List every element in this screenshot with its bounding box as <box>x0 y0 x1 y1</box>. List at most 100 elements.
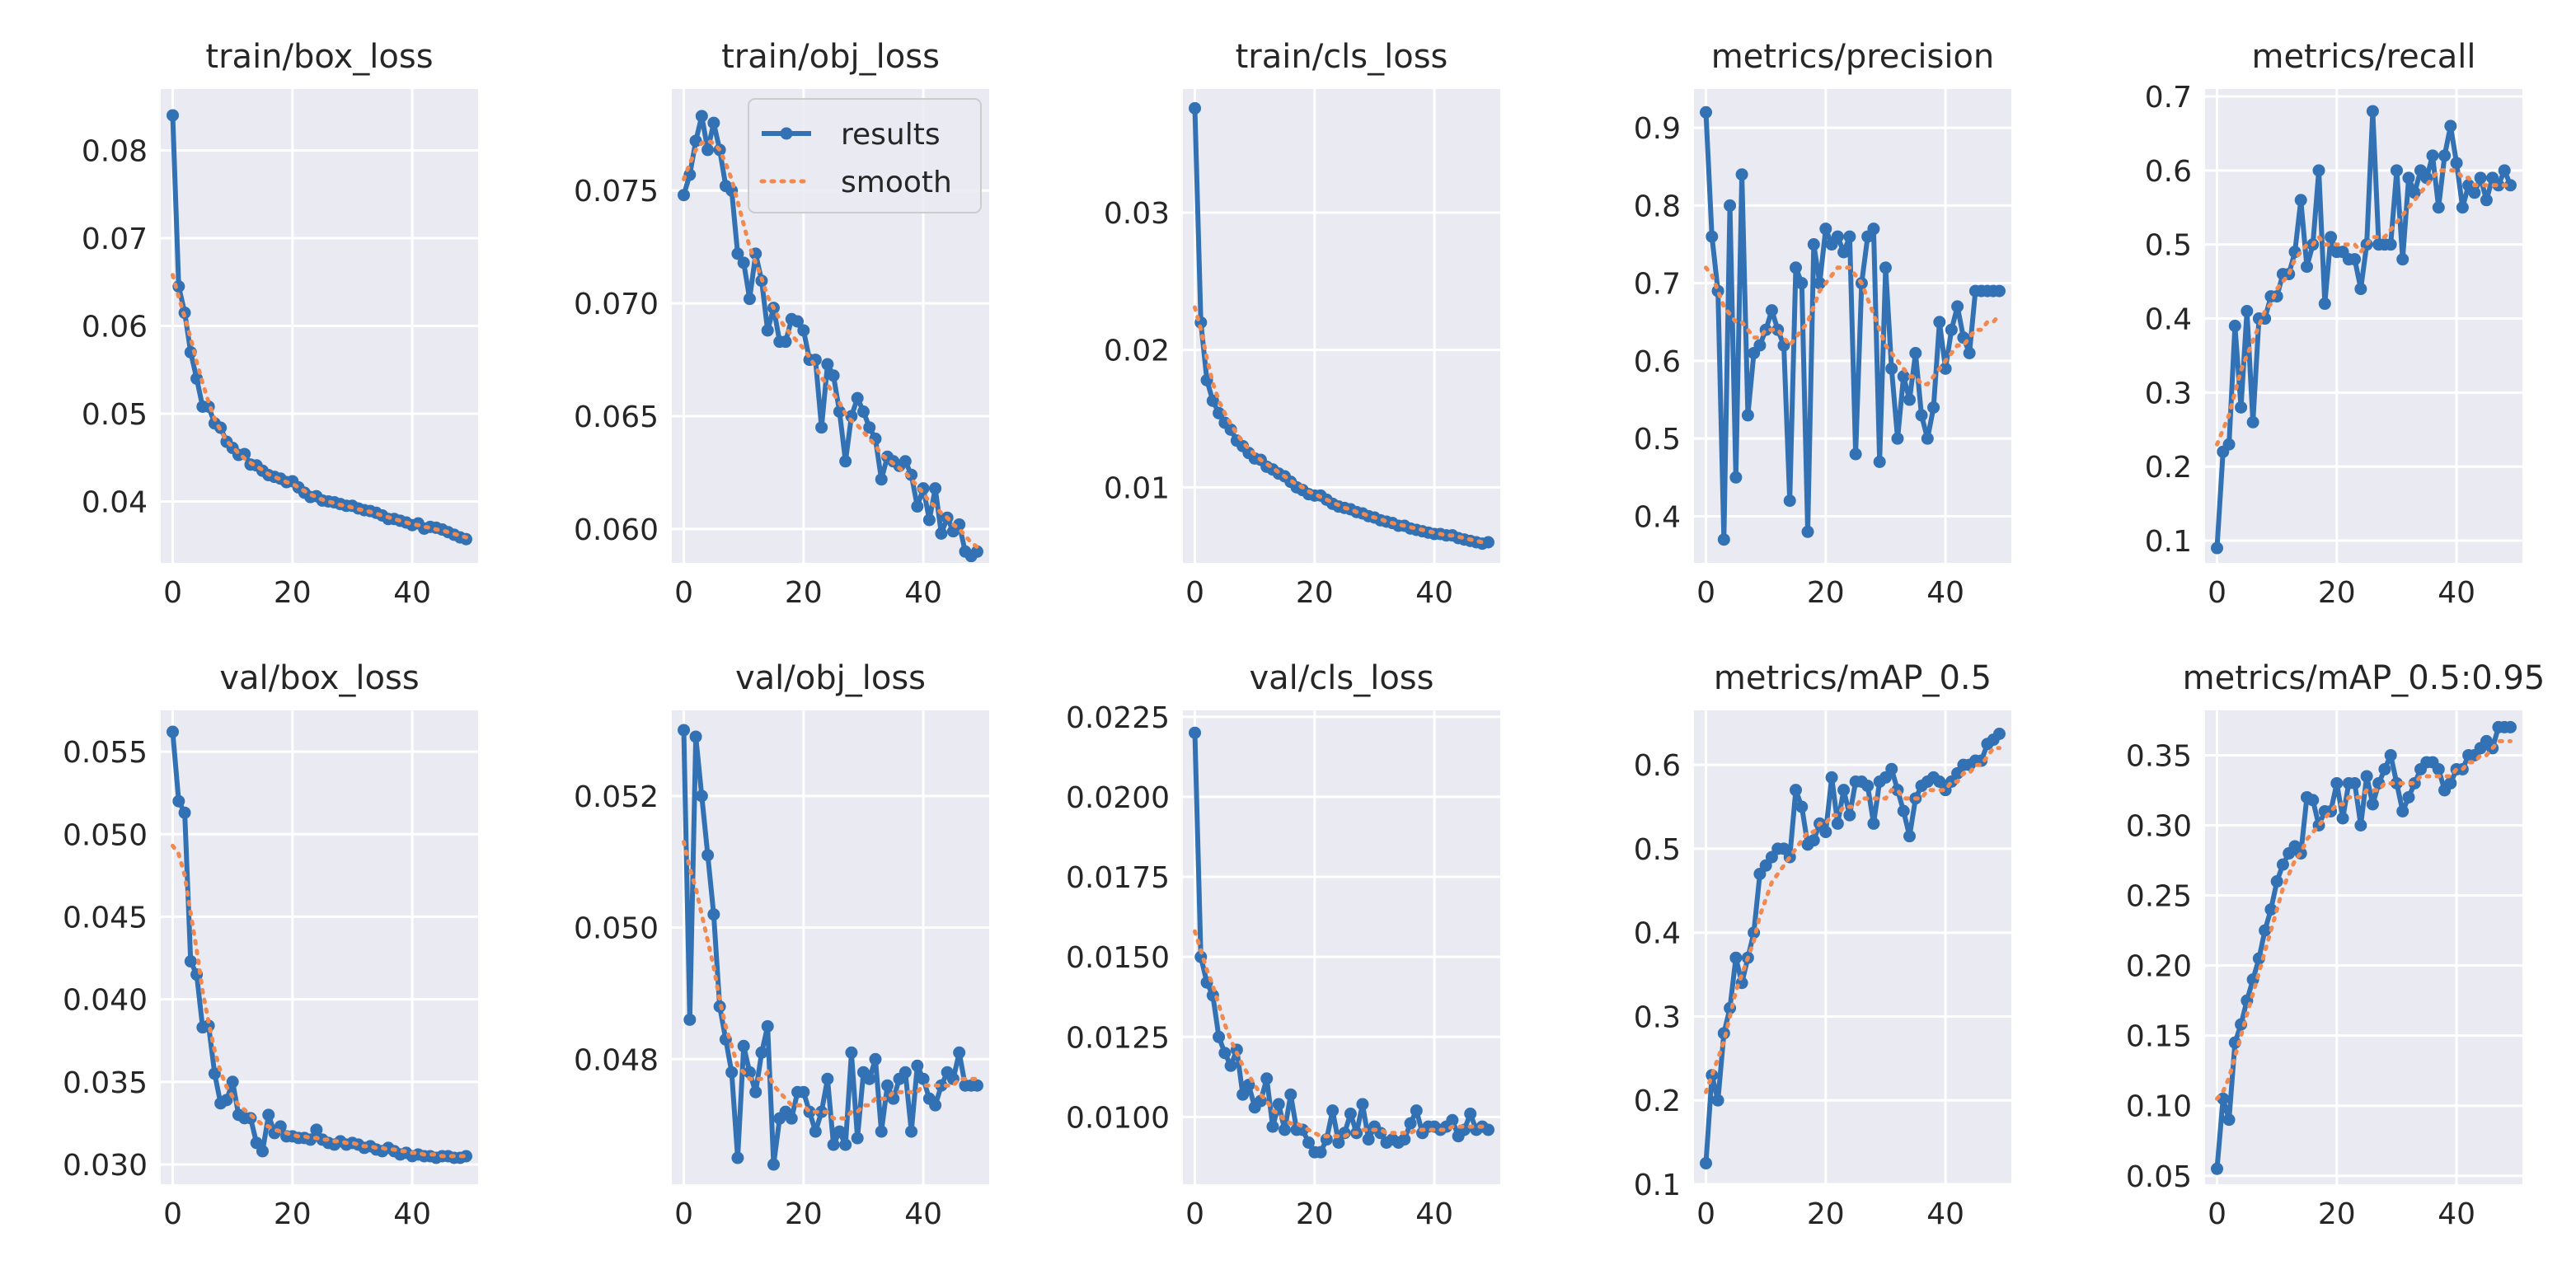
data-point <box>226 1075 239 1089</box>
plot-area <box>1183 710 1500 1184</box>
data-point <box>815 1105 828 1118</box>
data-point <box>1735 168 1748 181</box>
data-point <box>833 1125 846 1138</box>
data-point <box>1302 1136 1316 1149</box>
data-point <box>2354 818 2367 832</box>
y-tick-label: 0.1 <box>1634 1169 1681 1202</box>
data-point <box>1783 494 1796 508</box>
data-point <box>1897 370 1910 383</box>
legend-box <box>748 98 982 213</box>
data-point <box>851 391 864 405</box>
subplot-7: 0 20 40 0.048 0.050 0.052 val/obj_loss <box>574 659 989 1231</box>
data-point <box>2336 812 2349 825</box>
y-tick-label: 0.0150 <box>1066 941 1170 975</box>
data-point <box>1272 1098 1285 1111</box>
data-point <box>2222 1113 2236 1127</box>
data-point <box>1189 726 1202 739</box>
y-tick-label: 0.7 <box>2145 81 2192 115</box>
data-point <box>208 1067 221 1080</box>
data-point <box>701 849 715 862</box>
data-point <box>749 1085 762 1099</box>
x-tick-label: 20 <box>274 576 312 610</box>
subplot-title: metrics/mAP_0.5:0.95 <box>2183 659 2546 697</box>
data-point <box>2325 231 2338 244</box>
data-point <box>2235 401 2248 414</box>
data-point <box>1795 277 1809 290</box>
data-point <box>779 335 792 349</box>
y-tick-label: 0.075 <box>574 175 659 208</box>
data-point <box>1326 1104 1340 1117</box>
data-point <box>827 1138 840 1151</box>
data-point <box>935 527 948 540</box>
data-point <box>1867 223 1880 236</box>
series-smooth-line <box>2215 738 2513 1101</box>
data-point <box>1819 223 1832 236</box>
x-tick-label: 20 <box>1296 576 1334 610</box>
data-point <box>731 247 744 260</box>
data-point <box>1992 727 2006 740</box>
data-point <box>2432 762 2445 775</box>
data-point <box>791 315 805 328</box>
data-point <box>970 545 983 558</box>
data-point <box>839 455 852 468</box>
data-point <box>2312 164 2325 177</box>
data-point <box>1927 401 1940 414</box>
series-smooth-line <box>1704 265 2001 387</box>
data-point <box>2480 194 2493 207</box>
x-tick-label: 40 <box>904 1197 942 1231</box>
data-point <box>1814 277 1827 290</box>
data-point <box>1951 300 1964 313</box>
x-tick-label: 0 <box>2208 1197 2226 1231</box>
data-point <box>1765 304 1778 317</box>
data-point <box>1236 1088 1250 1101</box>
data-point <box>2259 924 2272 937</box>
y-tick-label: 0.4 <box>1634 917 1681 951</box>
data-point <box>1481 1123 1494 1136</box>
data-point <box>2396 253 2409 266</box>
data-point <box>725 1066 739 1079</box>
data-point <box>1711 1094 1724 1107</box>
subplot-title: train/obj_loss <box>721 38 940 76</box>
data-point <box>1700 105 1713 119</box>
data-point <box>1921 432 1934 445</box>
y-tick-label: 0.052 <box>574 780 659 814</box>
data-point <box>1963 346 1976 359</box>
plot-area <box>1183 89 1500 563</box>
subplot-3: 0 20 40 0.01 0.02 0.03 train/cls_loss <box>1104 38 1500 610</box>
x-tick-label: 20 <box>785 576 823 610</box>
plot-area <box>161 710 478 1184</box>
data-point <box>2211 541 2224 555</box>
data-point <box>2474 171 2487 185</box>
x-tick-label: 40 <box>1415 576 1453 610</box>
y-tick-label: 0.5 <box>1634 423 1681 457</box>
data-point <box>2348 253 2362 266</box>
y-tick-label: 0.050 <box>63 818 148 852</box>
data-point <box>797 324 810 337</box>
x-tick-label: 40 <box>1926 576 1964 610</box>
data-point <box>683 1013 697 1026</box>
y-tick-label: 0.8 <box>1634 190 1681 223</box>
x-tick-label: 20 <box>2318 576 2356 610</box>
data-point <box>2384 748 2397 761</box>
data-point <box>1915 409 1928 422</box>
data-point <box>1700 1157 1713 1170</box>
data-point <box>2402 790 2415 803</box>
data-point <box>833 405 846 419</box>
series-smooth-line <box>1193 305 1490 545</box>
y-tick-label: 0.070 <box>574 288 659 321</box>
y-tick-label: 0.9 <box>1634 112 1681 146</box>
y-tick-label: 0.06 <box>82 311 148 344</box>
data-point <box>731 1151 744 1164</box>
x-tick-label: 20 <box>1296 1197 1334 1231</box>
data-point <box>1843 808 1856 822</box>
x-tick-label: 0 <box>1185 576 1204 610</box>
data-point <box>1729 471 1743 484</box>
data-point <box>809 1125 822 1138</box>
data-point <box>1861 780 1875 793</box>
y-tick-label: 0.0225 <box>1066 701 1170 735</box>
y-tick-label: 0.065 <box>574 401 659 434</box>
y-tick-label: 0.0200 <box>1066 781 1170 815</box>
data-point <box>707 908 720 921</box>
y-tick-label: 0.3 <box>1634 1000 1681 1034</box>
subplot-9: 0 20 40 0.1 0.2 0.3 0.4 0.5 0.6 metrics/mAP_0.5 <box>1634 659 2011 1231</box>
